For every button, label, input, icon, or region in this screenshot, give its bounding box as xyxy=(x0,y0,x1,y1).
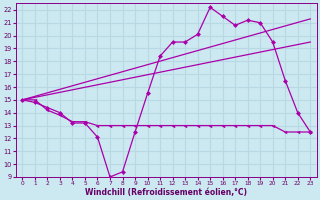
X-axis label: Windchill (Refroidissement éolien,°C): Windchill (Refroidissement éolien,°C) xyxy=(85,188,247,197)
